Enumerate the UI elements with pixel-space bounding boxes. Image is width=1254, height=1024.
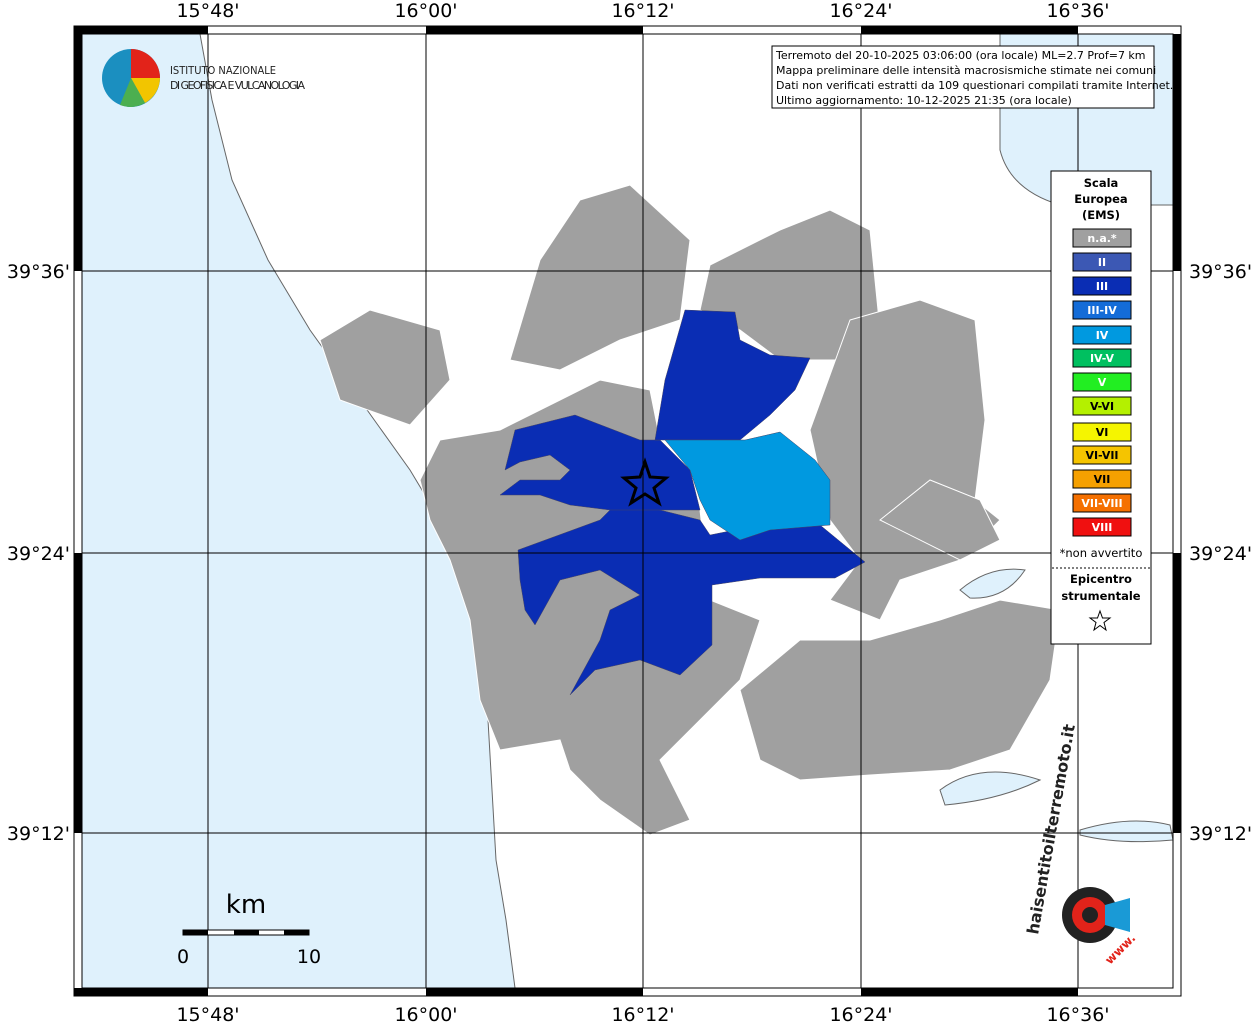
scale-start: 0 [177, 946, 189, 968]
legend-label: II [1098, 256, 1106, 269]
scale-unit: km [226, 890, 266, 920]
legend-swatch [1072, 300, 1132, 320]
legend-title: Europea [1074, 192, 1127, 206]
legend-label: V-VI [1090, 400, 1114, 413]
scale-end: 10 [297, 946, 321, 968]
logo-segment [131, 78, 160, 103]
logo-segment [120, 78, 145, 107]
legend-swatch [1072, 493, 1132, 513]
epicenter-star [620, 457, 670, 507]
legend-note: *non avvertito [1060, 546, 1143, 560]
legend-label: IV [1096, 329, 1109, 342]
legend-label: VII-VIII [1081, 497, 1122, 510]
longitude-label: 15°48' [176, 1004, 239, 1024]
info-line: Ultimo aggiornamento: 10-12-2025 21:35 (… [776, 94, 1072, 107]
info-line: Dati non verificati estratti da 109 ques… [776, 79, 1173, 92]
latitude-label: 39°36' [7, 261, 70, 283]
logo-text: DI GEOFISICA E VULCANOLOGIA [170, 79, 305, 92]
intensity-III [517, 499, 866, 696]
legend-swatch [1072, 372, 1132, 392]
intensity-III [499, 414, 701, 511]
logo-segment [131, 49, 160, 78]
legend-swatch [1072, 228, 1132, 248]
legend-title: (EMS) [1082, 208, 1120, 222]
frame [73, 25, 1182, 997]
longitude-label: 16°24' [829, 0, 892, 22]
logo-speaker [1105, 898, 1130, 932]
latitude-label: 39°36' [1189, 261, 1252, 283]
intensity-III [654, 309, 811, 441]
longitude-label: 16°24' [829, 1004, 892, 1024]
scale-bar: km 0 10 [177, 890, 321, 968]
municipality [319, 309, 451, 426]
logo-ring [1082, 907, 1098, 923]
legend-label: VI [1096, 426, 1109, 439]
info-box [771, 45, 1155, 109]
legend-swatch [1072, 445, 1132, 465]
longitude-label: 16°36' [1046, 0, 1109, 22]
legend-swatch [1072, 469, 1132, 489]
legend-swatch [1072, 422, 1132, 442]
legend-label: VII [1094, 473, 1111, 486]
lake [959, 568, 1026, 599]
info-line: Terremoto del 20-10-2025 03:06:00 (ora l… [775, 49, 1146, 62]
longitude-label: 16°36' [1046, 1004, 1109, 1024]
legend-swatch [1072, 325, 1132, 345]
latitude-label: 39°12' [1189, 823, 1252, 845]
longitude-label: 15°48' [176, 0, 239, 22]
latitude-label: 39°24' [1189, 543, 1252, 565]
legend-swatch [1072, 517, 1132, 537]
lake [939, 771, 1042, 806]
scale-bar-fill [183, 930, 309, 935]
legend-title: Scala [1084, 176, 1119, 190]
legend-label: VI-VII [1085, 449, 1118, 462]
legend-swatch [1072, 348, 1132, 368]
legend-star [1088, 609, 1112, 632]
longitude-label: 16°00' [394, 1004, 457, 1024]
legend-swatch [1072, 396, 1132, 416]
ingv-logo: ISTITUTO NAZIONALE DI GEOFISICA E VULCAN… [102, 49, 305, 107]
logo-text: ISTITUTO NAZIONALE [170, 64, 276, 77]
axis-labels: 15°48' 15°48' 16°00' 16°00' 16°12' 16°12' 16°2… [7, 0, 1252, 1024]
legend-items: n.a.*IIIIIIII-IVIVIV-VVV-VIVIVI-VIIVIIVI… [1072, 228, 1132, 537]
latitude-label: 39°24' [7, 543, 70, 565]
latitude-label: 39°12' [7, 823, 70, 845]
municipality [509, 184, 691, 371]
legend-swatch [1072, 276, 1132, 296]
municipality [739, 599, 1061, 781]
legend-epicenter: Epicentro [1070, 572, 1132, 586]
longitude-label: 16°00' [394, 0, 457, 22]
longitude-label: 16°12' [611, 0, 674, 22]
legend-label: III-IV [1087, 304, 1117, 317]
intensity-IV [664, 431, 831, 541]
legend-label: n.a.* [1087, 232, 1117, 245]
legend-label: VIII [1092, 521, 1113, 534]
legend-epicenter: strumentale [1061, 589, 1140, 603]
legend-label: IV-V [1090, 352, 1115, 365]
legend-label: V [1098, 376, 1107, 389]
legend-swatch [1072, 252, 1132, 272]
longitude-label: 16°12' [611, 1004, 674, 1024]
info-line: Mappa preliminare delle intensità macros… [776, 64, 1156, 77]
legend-label: III [1096, 280, 1108, 293]
